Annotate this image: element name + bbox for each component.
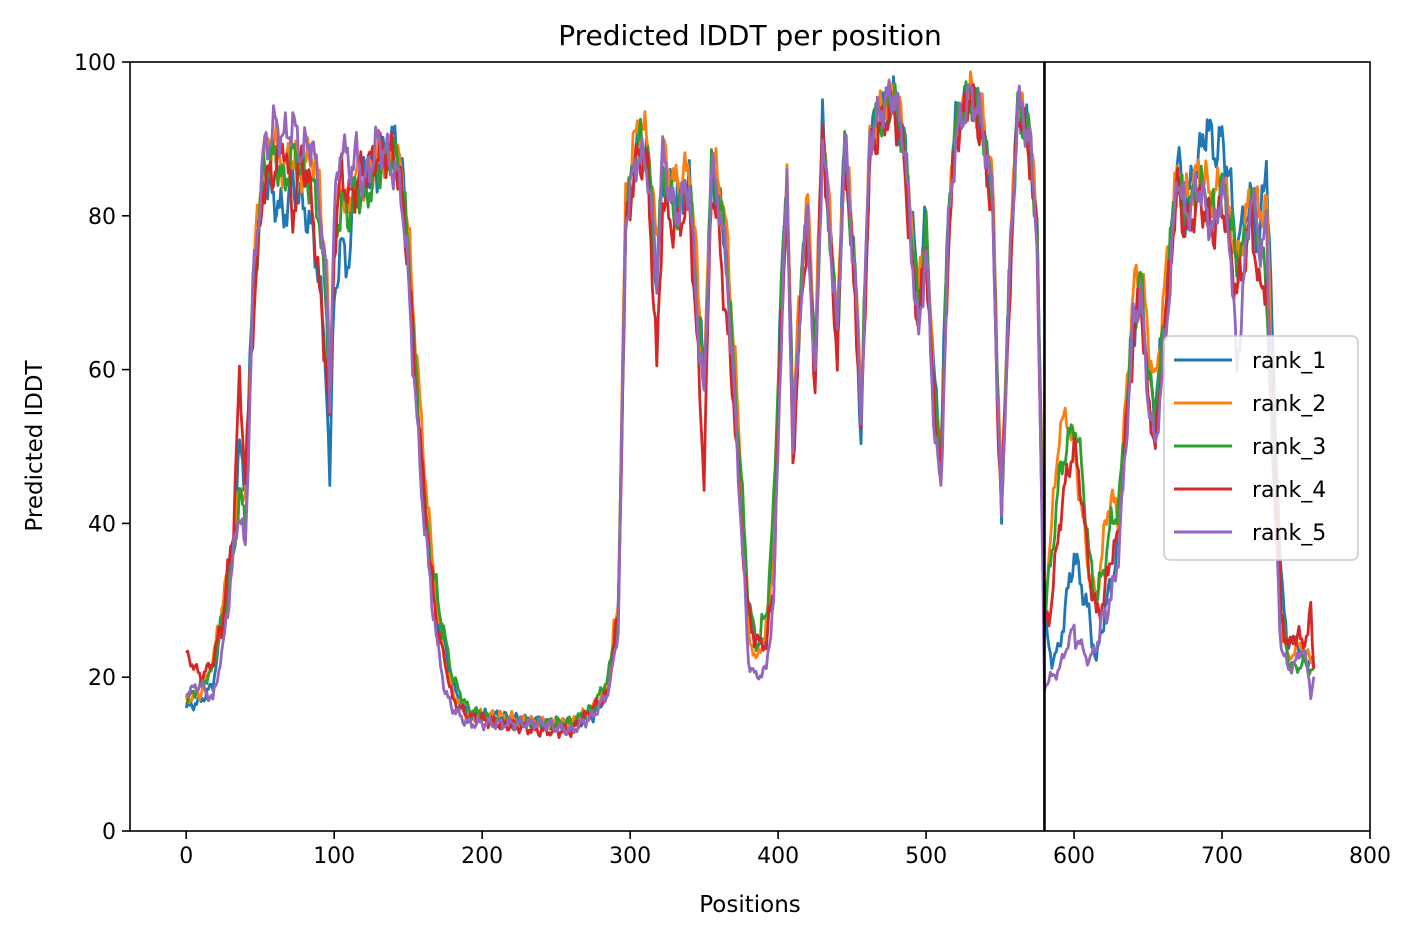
series-line-rank_5 [185, 80, 1316, 737]
y-axis-label: Predicted lDDT [22, 359, 48, 531]
y-tick-label: 20 [88, 666, 116, 691]
x-tick-label: 400 [757, 844, 799, 869]
y-axis: 0 20 40 60 80 100 [74, 51, 130, 845]
series-line-rank_4 [185, 83, 1316, 739]
plot-frame [129, 61, 1371, 832]
x-tick-label: 200 [461, 844, 503, 869]
legend-label: rank_5 [1252, 521, 1326, 546]
x-tick-label: 100 [313, 844, 355, 869]
y-tick-label: 60 [88, 359, 116, 384]
legend-label: rank_3 [1252, 435, 1326, 460]
y-tick-label: 0 [102, 820, 116, 845]
x-tick-label: 500 [905, 844, 947, 869]
x-tick-label: 300 [609, 844, 651, 869]
legend-box [1163, 335, 1359, 561]
chart-title: Predicted lDDT per position [558, 19, 942, 52]
legend-label: rank_1 [1252, 349, 1326, 374]
series-layer [184, 70, 1316, 739]
y-tick-label: 80 [88, 205, 116, 230]
legend-label: rank_2 [1252, 392, 1326, 417]
legend-label: rank_4 [1252, 478, 1326, 503]
x-tick-label: 600 [1053, 844, 1095, 869]
legend: rank_1 rank_2 rank_3 rank_4 rank_5 [1163, 335, 1359, 561]
x-tick-label: 700 [1201, 844, 1243, 869]
x-tick-label: 800 [1349, 844, 1391, 869]
y-tick-label: 100 [74, 51, 116, 76]
x-tick-label: 0 [179, 844, 193, 869]
y-tick-label: 40 [88, 512, 116, 537]
x-axis-label: Positions [699, 892, 801, 918]
x-axis: 0 100 200 300 400 500 600 700 800 [179, 831, 1391, 869]
